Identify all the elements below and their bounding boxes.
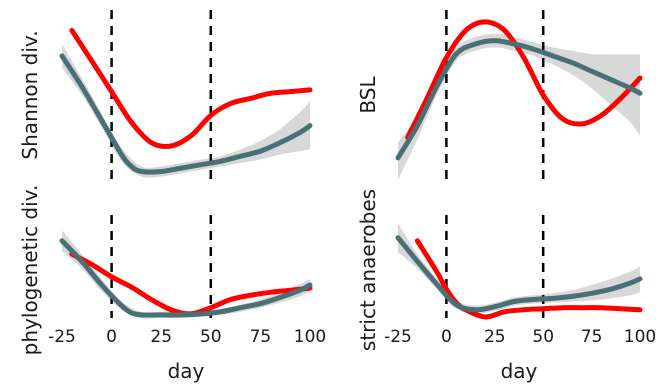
series-line-red [69,27,313,149]
panel-top-left: Shannon div. [18,10,313,180]
series-line-teal [395,38,643,161]
x-tick-label: 75 [581,327,603,347]
x-tick-label: 100 [294,327,326,347]
panel-top-right: BSL [356,10,643,180]
series-line-teal [395,235,643,313]
x-tick-label: 50 [532,327,554,347]
x-axis-label: day [168,359,205,383]
y-axis-label: phylogenetic div. [18,185,42,356]
y-axis-label: BSL [356,76,380,114]
x-tick-label: 75 [250,327,272,347]
x-tick-label: 0 [106,327,117,347]
panel-bottom-left: phylogenetic div. -25 0 25 50 75 100 day [18,185,326,383]
x-tick-label: -25 [48,327,76,347]
confidence-band [62,230,310,319]
x-axis-label: day [501,359,538,383]
series-line-red [405,19,643,140]
series-line-red [69,251,313,317]
x-tick-label: 25 [150,327,172,347]
series-line-red [414,238,643,320]
panel-bottom-right: strict anaerobes -25 0 25 50 75 100 day [356,189,656,383]
x-tick-label: -25 [384,327,412,347]
confidence-band [62,44,310,178]
y-axis-label: strict anaerobes [356,189,380,351]
y-axis-label: Shannon div. [18,30,42,159]
confidence-band [398,33,640,180]
x-tick-label: 0 [441,327,452,347]
series-line-teal [59,53,313,175]
series-line-teal [59,238,313,318]
x-tick-label: 100 [624,327,656,347]
x-tick-label: 50 [200,327,222,347]
confidence-band [398,223,640,314]
x-tick-label: 25 [484,327,506,347]
